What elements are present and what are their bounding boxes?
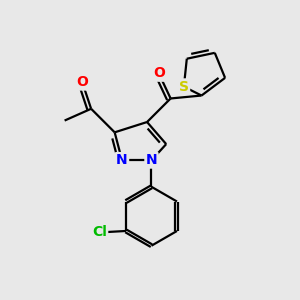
Text: N: N xyxy=(116,153,128,167)
Text: S: S xyxy=(179,80,189,94)
Text: O: O xyxy=(76,75,88,89)
Text: N: N xyxy=(146,153,157,167)
Text: O: O xyxy=(153,66,165,80)
Text: Cl: Cl xyxy=(92,225,107,239)
